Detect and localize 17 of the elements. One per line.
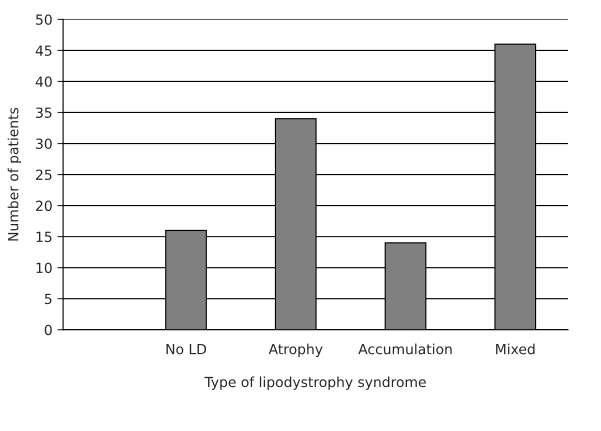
x-tick-label: Accumulation [358,344,452,354]
y-tick-label: 15 [36,232,52,242]
y-axis-title: Number of patients [8,108,22,241]
x-axis-title: Type of lipodystrophy syndrome [204,376,426,390]
x-tick-label: Atrophy [268,344,323,358]
y-tick-label: 35 [36,107,52,118]
y-tick-label: 10 [36,262,52,274]
y-tick-label: 40 [36,76,52,87]
y-tick-label: 50 [36,14,52,25]
y-tick-label: 25 [36,170,52,180]
y-tick-label: 30 [36,138,52,149]
y-tick-label: 45 [36,46,52,56]
x-tick-label: Mixed [496,344,534,354]
y-tick-label: 20 [36,200,52,212]
x-tick-label: No LD [166,344,206,354]
y-tick-label: 0 [44,324,52,336]
y-tick-label: 5 [44,294,52,304]
